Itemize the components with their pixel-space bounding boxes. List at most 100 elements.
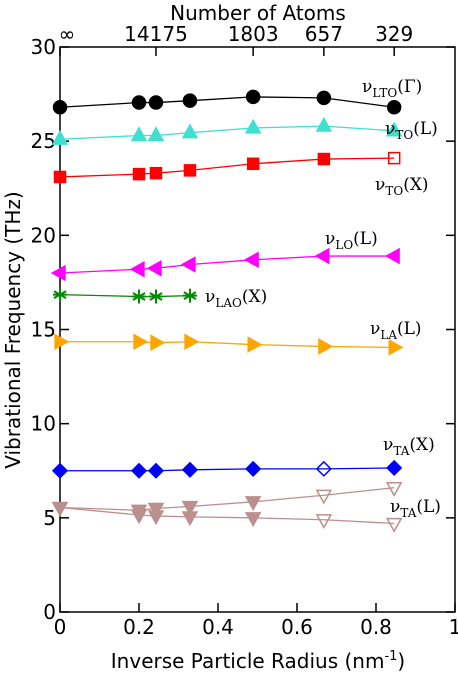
marker (183, 164, 197, 177)
marker (147, 462, 165, 479)
y-tick-label: 5 (43, 506, 56, 530)
marker (149, 166, 163, 180)
series-label-rest: (X) (409, 435, 434, 455)
y-axis-title: Vibrational Frequency (THz) (1, 191, 25, 469)
series-line (59, 255, 395, 274)
marker (316, 90, 332, 106)
y-tick-label: 0 (43, 600, 56, 624)
marker (318, 338, 334, 355)
marker (51, 501, 69, 517)
series-label-sub: LTO (372, 86, 397, 100)
marker (181, 123, 199, 139)
marker (146, 260, 162, 277)
series-label-rest: (X) (242, 287, 267, 307)
marker (184, 333, 200, 351)
marker (243, 251, 259, 269)
x-tick-label: 0 (54, 615, 67, 639)
series-line (59, 294, 190, 298)
series-label-rest: (L) (397, 319, 422, 339)
top-tick-label: 657 (305, 22, 343, 46)
marker (147, 502, 165, 518)
x-axis-title-text: Inverse Particle Radius (nm (111, 649, 385, 673)
top-tick-label: 14175 (124, 22, 188, 46)
marker (247, 336, 263, 353)
series-label-symbol: ν (370, 319, 380, 339)
marker (387, 151, 401, 165)
series-label-rest: (X) (403, 175, 428, 195)
series-label: νLTO(Γ) (362, 77, 422, 100)
marker (385, 482, 403, 497)
series-line (60, 341, 395, 349)
marker (315, 460, 332, 477)
x-tick-label: 0.8 (360, 615, 392, 639)
x-tick-label: 0.6 (281, 615, 313, 639)
series-label-sub: TO (395, 128, 413, 142)
series-label-sub: TO (385, 184, 403, 198)
series-label-symbol: ν (383, 435, 393, 455)
marker (53, 287, 67, 302)
top-tick-label: 329 (375, 22, 413, 46)
x-tick-label: 1 (449, 615, 458, 639)
y-tick-label: 15 (31, 318, 56, 342)
marker (131, 95, 147, 110)
marker (51, 462, 69, 479)
series-label-sub: TA (400, 506, 416, 520)
marker (388, 339, 404, 356)
series-line (59, 96, 395, 108)
marker (385, 517, 403, 533)
y-tick-label: 20 (31, 223, 56, 247)
marker (384, 247, 400, 265)
series-label-symbol: ν (325, 229, 335, 249)
top-tick-label: 1803 (228, 22, 279, 46)
marker (246, 157, 260, 171)
x-axis-title: Inverse Particle Radius (nm-1) (111, 649, 405, 673)
series-label-symbol: ν (205, 287, 215, 307)
x-tick-label: 0.4 (202, 615, 234, 639)
series-line (60, 467, 395, 472)
marker (244, 512, 262, 528)
marker (130, 509, 148, 525)
series-label: νTA(X) (383, 435, 435, 458)
x-tick-label: 0.2 (123, 615, 155, 639)
marker (180, 256, 196, 273)
marker (130, 126, 148, 142)
marker (133, 333, 149, 351)
marker (181, 500, 199, 516)
series-label-sub: LA (380, 328, 397, 342)
marker (50, 264, 66, 282)
series-label-rest: (Γ) (397, 77, 422, 97)
y-tick-label: 30 (31, 35, 56, 59)
marker (148, 289, 163, 304)
series-label-sub: LAO (215, 296, 242, 310)
marker (244, 496, 262, 512)
marker (386, 459, 403, 476)
series-label: νLAO(X) (205, 287, 267, 310)
marker (181, 461, 199, 478)
series-label-symbol: ν (362, 77, 372, 97)
marker (53, 170, 67, 184)
top-tick-label: ∞ (59, 22, 76, 46)
marker (385, 121, 403, 137)
series-label-symbol: ν (375, 175, 385, 195)
marker (182, 93, 198, 108)
marker (245, 89, 261, 105)
series-label-sub: TA (393, 444, 409, 458)
marker (150, 334, 166, 351)
x-axis-title-tail: ) (397, 649, 405, 673)
series-label-rest: (L) (413, 119, 438, 139)
series-label: νTA(L) (390, 497, 441, 520)
series-label-rest: (L) (353, 229, 378, 249)
marker (245, 460, 262, 477)
y-tick-label: 10 (31, 412, 56, 436)
marker (315, 514, 333, 529)
marker (132, 167, 146, 181)
series-label-symbol: ν (385, 119, 395, 139)
series-label-rest: (L) (416, 497, 441, 517)
series-label-symbol: ν (390, 497, 400, 517)
series-label: νLO(L) (325, 229, 378, 252)
x-axis-title-sup: -1 (384, 649, 397, 664)
series-label-sub: LO (335, 238, 353, 252)
marker (54, 333, 70, 351)
marker (129, 260, 145, 278)
marker (317, 152, 331, 166)
